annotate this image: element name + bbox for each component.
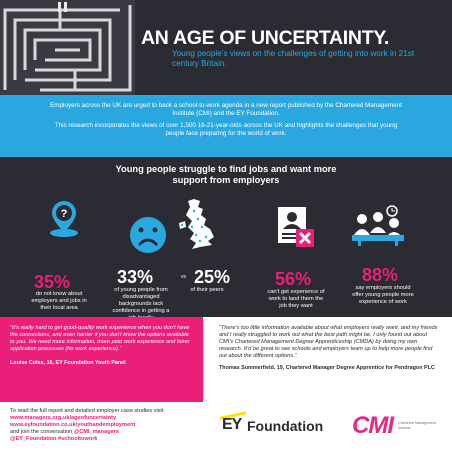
stat-text-5: say employers should offer young people …: [352, 285, 414, 305]
handle-cmi[interactable]: @CMI_managers: [73, 429, 120, 435]
rejected-cv-icon: [272, 203, 318, 254]
stat-text-4: can’t get experience of work to land the…: [267, 289, 325, 309]
vs-label: vs: [181, 274, 186, 280]
quote-right: “There’s too little information availabl…: [203, 317, 452, 402]
stat-value-3: 25%: [194, 267, 231, 287]
ey-foundation-logo: EY Foundation: [220, 411, 340, 446]
stats-heading: Young people struggle to find jobs and w…: [115, 164, 337, 185]
quote-left-author: Louise Coles, 16, EY Foundation Youth Pa…: [10, 360, 126, 366]
stat-value-5: 88%: [362, 265, 399, 285]
intro-section: Employers across the UK are urged to bac…: [0, 95, 452, 157]
footer-line-1: To read the full report and detailed emp…: [10, 408, 164, 414]
hashtag[interactable]: #schooltowork: [58, 436, 98, 442]
ey-name: Foundation: [247, 418, 324, 434]
maze-illustration-icon: [0, 0, 135, 95]
quote-right-author: Thomas Summerfield, 19, Chartered Manage…: [219, 365, 435, 371]
page-subtitle: Young people’s views on the challenges o…: [172, 49, 415, 68]
quote-left-text: “It’s really hard to get good-quality wo…: [10, 325, 190, 352]
meeting-icon: [350, 205, 406, 252]
page-title: AN AGE OF UNCERTAINTY.: [141, 27, 389, 49]
report-link-ey[interactable]: www.eyfoundation.co.uk/youthandemploymen…: [10, 422, 136, 428]
footer: To read the full report and detailed emp…: [0, 402, 452, 452]
sad-face-icon: [128, 215, 168, 260]
footer-text: To read the full report and detailed emp…: [10, 408, 215, 443]
header-banner: AN AGE OF UNCERTAINTY. Young people’s vi…: [0, 0, 452, 95]
report-link-cmi[interactable]: www.managers.org.uk/ageofuncertainty: [10, 415, 117, 421]
quote-right-text: “There’s too little information availabl…: [219, 325, 438, 359]
ey-mark: EY: [222, 416, 242, 433]
cmi-mark: CMI: [352, 412, 394, 439]
intro-paragraph-1: Employers across the UK are urged to bac…: [50, 102, 402, 117]
cmi-subtitle: Chartered Management Institute: [398, 421, 436, 430]
stats-panel: Young people struggle to find jobs and w…: [0, 157, 452, 321]
question-location-icon: ?: [44, 199, 84, 244]
handle-ey[interactable]: @EY_Foundation: [10, 436, 57, 442]
quote-left: “It’s really hard to get good-quality wo…: [0, 317, 203, 402]
svg-text:?: ?: [61, 208, 68, 220]
intro-paragraph-2: This research incorporates the views of …: [54, 122, 398, 137]
stat-value-2: 33%: [117, 267, 154, 287]
cmi-logo: CMI Chartered Management Institute: [352, 412, 447, 446]
stat-value-4: 56%: [275, 269, 312, 289]
uk-map-icon: [176, 197, 222, 256]
stat-text-1: do not know about employers and jobs in …: [31, 291, 87, 311]
footer-line-2: and join the conversation: [10, 429, 73, 435]
stat-value-1: 35%: [34, 272, 71, 292]
stat-text-3: of their peers: [190, 287, 224, 293]
